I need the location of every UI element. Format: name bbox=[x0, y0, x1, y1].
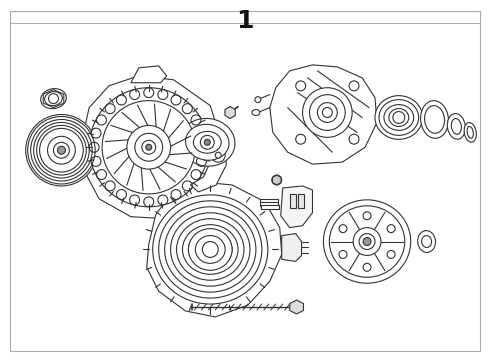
Circle shape bbox=[318, 103, 337, 122]
Polygon shape bbox=[147, 182, 282, 317]
Ellipse shape bbox=[379, 100, 418, 135]
Ellipse shape bbox=[384, 105, 414, 130]
Ellipse shape bbox=[31, 120, 92, 181]
Bar bbox=[260, 202, 278, 206]
Circle shape bbox=[204, 139, 210, 145]
Ellipse shape bbox=[420, 101, 448, 138]
Circle shape bbox=[272, 175, 282, 185]
Circle shape bbox=[359, 234, 375, 249]
Ellipse shape bbox=[447, 114, 465, 139]
Circle shape bbox=[296, 134, 306, 144]
Polygon shape bbox=[191, 142, 226, 192]
Ellipse shape bbox=[302, 88, 352, 137]
Ellipse shape bbox=[417, 231, 436, 252]
Polygon shape bbox=[281, 186, 313, 228]
Text: 1: 1 bbox=[236, 9, 254, 33]
Ellipse shape bbox=[40, 129, 83, 172]
Ellipse shape bbox=[329, 206, 405, 277]
Polygon shape bbox=[131, 66, 167, 83]
Ellipse shape bbox=[255, 96, 261, 103]
Ellipse shape bbox=[179, 118, 235, 166]
Ellipse shape bbox=[424, 105, 444, 133]
Polygon shape bbox=[272, 175, 281, 185]
Circle shape bbox=[49, 94, 58, 104]
Ellipse shape bbox=[323, 200, 411, 283]
Ellipse shape bbox=[135, 133, 163, 161]
Polygon shape bbox=[81, 76, 220, 219]
Ellipse shape bbox=[375, 96, 422, 139]
Circle shape bbox=[353, 228, 381, 255]
Bar bbox=[297, 194, 303, 208]
Ellipse shape bbox=[194, 131, 221, 153]
Ellipse shape bbox=[28, 117, 95, 184]
Ellipse shape bbox=[451, 118, 462, 134]
Ellipse shape bbox=[189, 231, 232, 268]
Ellipse shape bbox=[25, 114, 97, 186]
Polygon shape bbox=[282, 234, 301, 261]
Circle shape bbox=[363, 212, 371, 220]
Ellipse shape bbox=[421, 235, 432, 247]
Ellipse shape bbox=[189, 229, 232, 270]
Ellipse shape bbox=[196, 235, 225, 264]
Circle shape bbox=[322, 108, 332, 117]
Ellipse shape bbox=[467, 126, 473, 138]
Circle shape bbox=[363, 238, 371, 246]
Circle shape bbox=[296, 81, 306, 91]
Ellipse shape bbox=[171, 213, 250, 286]
Ellipse shape bbox=[389, 109, 409, 126]
Ellipse shape bbox=[48, 136, 75, 164]
Circle shape bbox=[146, 144, 152, 150]
Ellipse shape bbox=[310, 95, 345, 130]
Circle shape bbox=[202, 242, 218, 257]
Circle shape bbox=[215, 152, 221, 158]
Ellipse shape bbox=[182, 225, 238, 274]
Ellipse shape bbox=[45, 91, 62, 105]
Ellipse shape bbox=[34, 122, 89, 178]
Bar bbox=[261, 205, 279, 209]
Ellipse shape bbox=[153, 195, 268, 304]
Circle shape bbox=[142, 140, 156, 154]
Polygon shape bbox=[225, 107, 235, 118]
Ellipse shape bbox=[165, 207, 256, 292]
Circle shape bbox=[363, 264, 371, 271]
Bar bbox=[260, 199, 278, 203]
Circle shape bbox=[349, 81, 359, 91]
Polygon shape bbox=[270, 65, 377, 164]
Ellipse shape bbox=[186, 124, 229, 160]
Ellipse shape bbox=[127, 125, 171, 169]
Circle shape bbox=[393, 112, 405, 123]
Polygon shape bbox=[43, 90, 64, 108]
Circle shape bbox=[211, 148, 225, 162]
Circle shape bbox=[339, 251, 347, 258]
Bar bbox=[290, 194, 295, 208]
Ellipse shape bbox=[464, 122, 476, 142]
Ellipse shape bbox=[102, 100, 196, 194]
Circle shape bbox=[387, 251, 395, 258]
Circle shape bbox=[349, 134, 359, 144]
Ellipse shape bbox=[176, 219, 244, 280]
Ellipse shape bbox=[41, 89, 66, 109]
Circle shape bbox=[387, 225, 395, 233]
Ellipse shape bbox=[159, 201, 262, 298]
Circle shape bbox=[200, 135, 214, 149]
Ellipse shape bbox=[252, 109, 260, 116]
Circle shape bbox=[339, 225, 347, 233]
Circle shape bbox=[57, 146, 65, 154]
Ellipse shape bbox=[37, 125, 86, 175]
Polygon shape bbox=[290, 300, 303, 314]
Ellipse shape bbox=[89, 88, 208, 207]
Circle shape bbox=[53, 142, 70, 158]
